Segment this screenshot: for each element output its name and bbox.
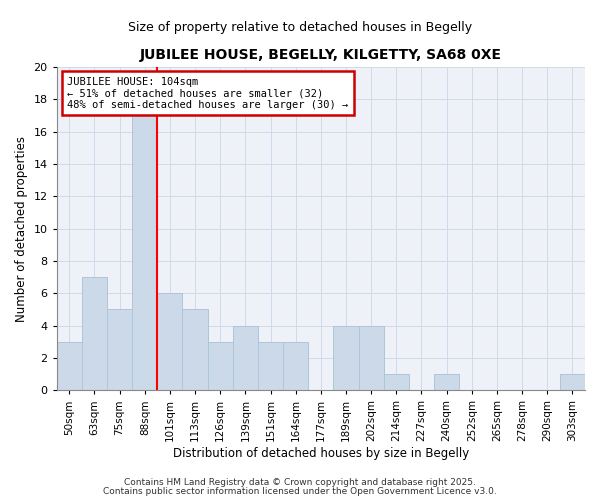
Bar bbox=[132, 116, 157, 390]
Y-axis label: Number of detached properties: Number of detached properties bbox=[15, 136, 28, 322]
Bar bbox=[434, 374, 459, 390]
Text: Contains public sector information licensed under the Open Government Licence v3: Contains public sector information licen… bbox=[103, 486, 497, 496]
Bar bbox=[334, 326, 359, 390]
Bar bbox=[384, 374, 409, 390]
X-axis label: Distribution of detached houses by size in Begelly: Distribution of detached houses by size … bbox=[173, 447, 469, 460]
Bar bbox=[359, 326, 384, 390]
Text: Size of property relative to detached houses in Begelly: Size of property relative to detached ho… bbox=[128, 21, 472, 34]
Bar bbox=[182, 310, 208, 390]
Bar bbox=[57, 342, 82, 390]
Bar bbox=[283, 342, 308, 390]
Bar bbox=[82, 277, 107, 390]
Bar bbox=[107, 310, 132, 390]
Text: Contains HM Land Registry data © Crown copyright and database right 2025.: Contains HM Land Registry data © Crown c… bbox=[124, 478, 476, 487]
Text: JUBILEE HOUSE: 104sqm
← 51% of detached houses are smaller (32)
48% of semi-deta: JUBILEE HOUSE: 104sqm ← 51% of detached … bbox=[67, 76, 349, 110]
Title: JUBILEE HOUSE, BEGELLY, KILGETTY, SA68 0XE: JUBILEE HOUSE, BEGELLY, KILGETTY, SA68 0… bbox=[140, 48, 502, 62]
Bar bbox=[233, 326, 258, 390]
Bar bbox=[258, 342, 283, 390]
Bar bbox=[157, 294, 182, 390]
Bar bbox=[560, 374, 585, 390]
Bar bbox=[208, 342, 233, 390]
